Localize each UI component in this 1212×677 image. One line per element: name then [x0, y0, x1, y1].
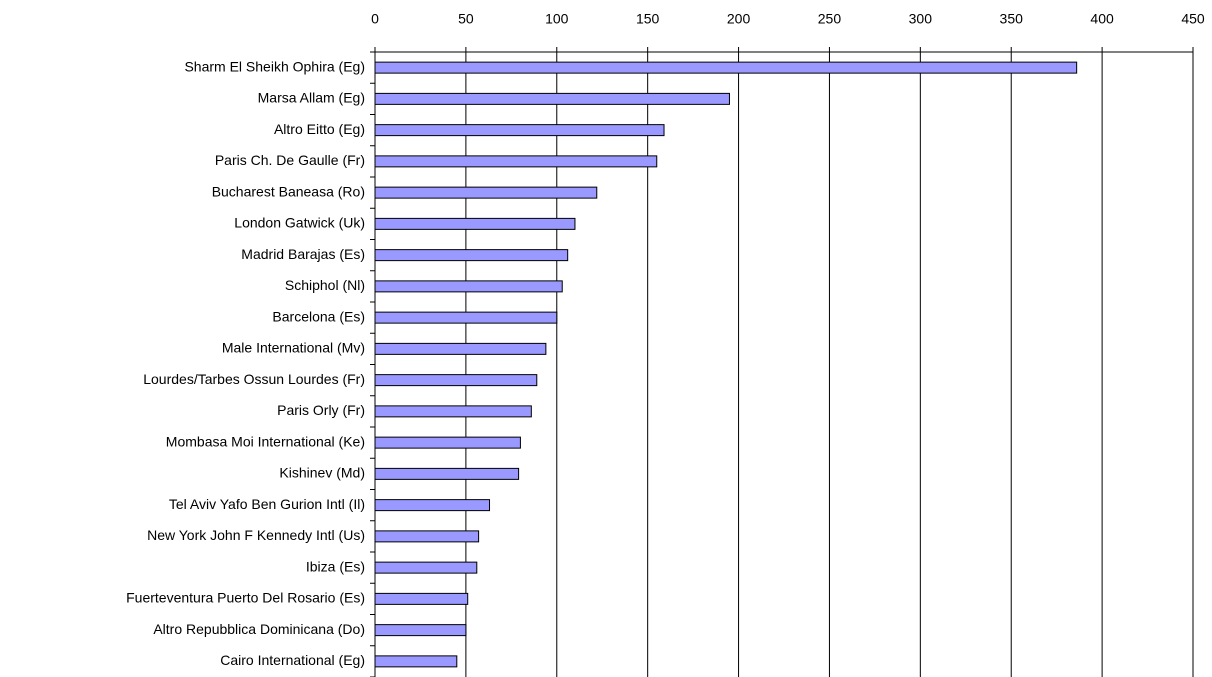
y-tick-label: Tel Aviv Yafo Ben Gurion Intl (Il) [169, 496, 365, 512]
bar [374, 592, 469, 605]
bar [374, 561, 478, 574]
bar [374, 186, 598, 199]
x-tick-label: 300 [909, 11, 933, 27]
bar [374, 655, 458, 668]
bar [374, 374, 538, 387]
y-tick-label: London Gatwick (Uk) [234, 215, 365, 231]
x-tick-label: 50 [458, 11, 474, 27]
x-tick-label: 0 [371, 11, 379, 27]
bar [374, 342, 547, 355]
bar [374, 124, 665, 137]
bar [374, 249, 569, 262]
y-tick-label: Altro Eitto (Eg) [274, 121, 365, 137]
y-tick-label: Bucharest Baneasa (Ro) [212, 183, 365, 199]
bar [374, 436, 521, 449]
y-tick-label: Fuerteventura Puerto Del Rosario (Es) [126, 590, 365, 606]
bar [374, 530, 480, 543]
y-tick-label: Lourdes/Tarbes Ossun Lourdes (Fr) [143, 371, 365, 387]
bar [374, 92, 730, 105]
x-tick-label: 100 [545, 11, 569, 27]
bar [374, 61, 1078, 74]
bar [374, 155, 658, 168]
y-tick-label: Sharm El Sheikh Ophira (Eg) [184, 58, 365, 74]
bar [374, 624, 467, 637]
y-tick-label: Cairo International (Eg) [220, 652, 365, 668]
x-tick-label: 450 [1181, 11, 1205, 27]
y-tick-label: Kishinev (Md) [279, 465, 365, 481]
bar [374, 405, 532, 418]
y-tick-label: Male International (Mv) [222, 340, 365, 356]
bar [374, 280, 563, 293]
bar [374, 467, 520, 480]
y-tick-label: Altro Repubblica Dominicana (Do) [153, 621, 365, 637]
x-tick-label: 400 [1090, 11, 1114, 27]
y-tick-label: Schiphol (Nl) [285, 277, 365, 293]
y-tick-label: Barcelona (Es) [272, 308, 365, 324]
bar [374, 311, 558, 324]
y-tick-label: Ibiza (Es) [306, 558, 365, 574]
bar [374, 217, 576, 230]
x-tick-label: 150 [636, 11, 660, 27]
x-tick-label: 350 [1000, 11, 1024, 27]
x-tick-label: 250 [818, 11, 842, 27]
bar [374, 499, 491, 512]
x-tick-label: 200 [727, 11, 751, 27]
y-tick-label: Madrid Barajas (Es) [241, 246, 365, 262]
y-tick-label: Mombasa Moi International (Ke) [166, 433, 365, 449]
y-tick-label: Paris Orly (Fr) [277, 402, 365, 418]
y-tick-label: New York John F Kennedy Intl (Us) [147, 527, 365, 543]
y-tick-label: Marsa Allam (Eg) [258, 90, 365, 106]
y-tick-label: Paris Ch. De Gaulle (Fr) [215, 152, 365, 168]
